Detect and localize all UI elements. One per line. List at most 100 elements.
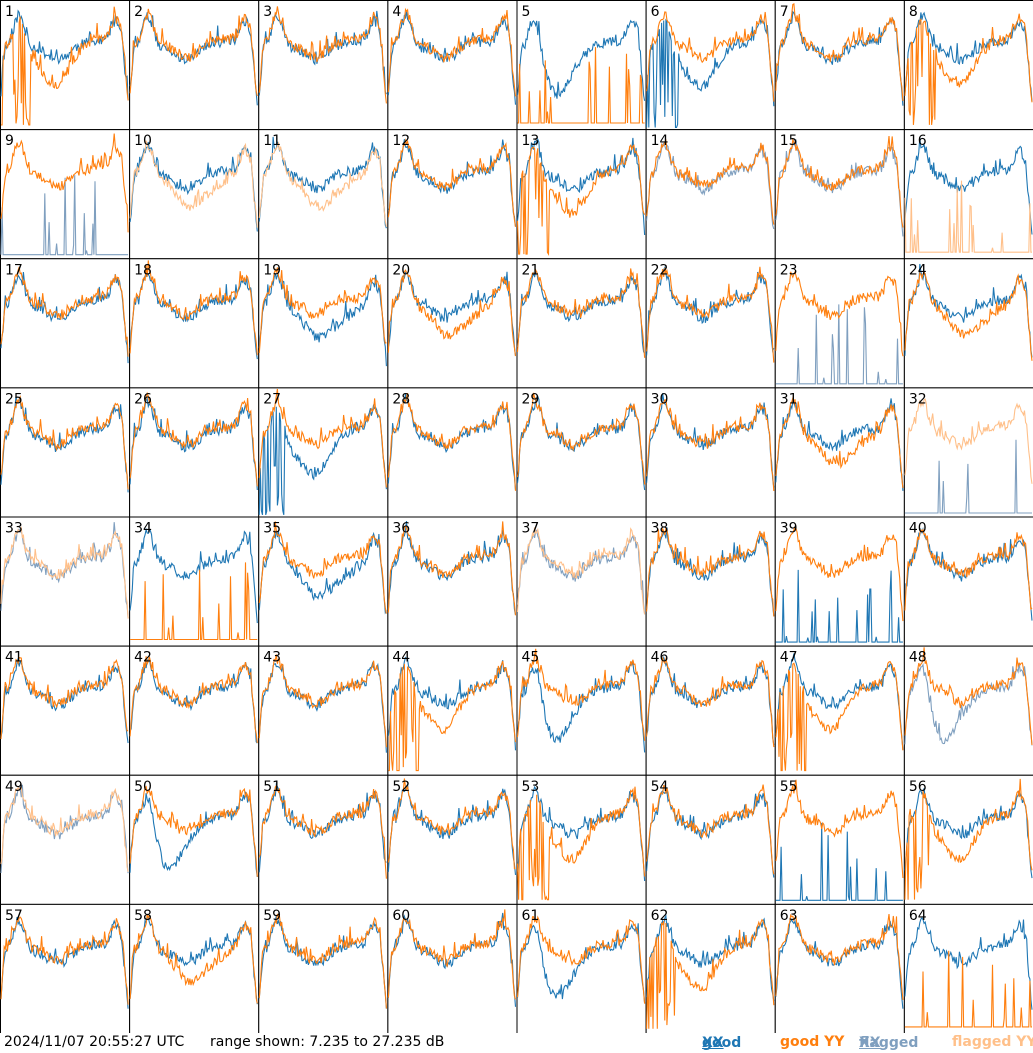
range-label: range shown: 7.235 to 27.235 dB	[210, 1034, 445, 1050]
good-yy-line	[775, 913, 904, 1000]
panel-number-label: 32	[909, 391, 927, 407]
spectrum-panel: 18	[129, 258, 260, 389]
flagged-yy-line	[904, 398, 1033, 484]
good-yy-line	[387, 909, 517, 1000]
spectrum-panel: 9	[0, 129, 131, 260]
good-yy-line	[516, 392, 646, 485]
good-yy-line	[0, 916, 129, 1005]
panel-frame	[903, 645, 1033, 776]
good-yy-line	[646, 918, 775, 1029]
spectrum-panel: 3	[258, 0, 389, 131]
spectrum-panel: 21	[516, 258, 647, 389]
panel-number-label: 18	[134, 262, 152, 278]
panel-frame	[258, 129, 389, 260]
good-yy-line	[775, 396, 904, 489]
panel-number-label: 21	[522, 262, 540, 278]
panel-number-label: 44	[392, 650, 410, 666]
spectrum-panel: 10	[129, 129, 260, 260]
panel-number-label: 48	[909, 650, 927, 666]
spectrum-panel: 37	[516, 516, 647, 647]
panel-frame	[645, 129, 776, 260]
panel-number-label: 37	[522, 521, 540, 537]
panel-frame	[129, 903, 260, 1033]
spectrum-panel: 45	[516, 645, 647, 776]
good-yy-line	[387, 778, 516, 870]
good-yy-line	[0, 656, 129, 740]
good-yy-line	[388, 660, 517, 772]
spectrum-panel: 46	[645, 645, 776, 776]
spectrum-panel: 51	[258, 774, 389, 905]
flagged-yy-line	[0, 526, 129, 619]
panel-number-label: 35	[263, 521, 281, 537]
panel-number-label: 10	[134, 133, 152, 149]
flagged-xx-line	[0, 784, 129, 874]
panel-frame	[516, 387, 647, 518]
panel-number-label: 11	[263, 133, 281, 149]
panel-number-label: 20	[392, 262, 410, 278]
panel-frame	[903, 0, 1033, 131]
good-yy-line	[129, 8, 258, 97]
panel-frame	[0, 258, 131, 389]
good-yy-line	[258, 388, 387, 488]
panel-number-label: 51	[263, 779, 281, 795]
good-yy-line	[129, 914, 258, 1004]
spectrum-panel: 39	[774, 516, 905, 647]
good-yy-line	[517, 47, 645, 124]
spectrum-panel: 5	[516, 0, 647, 131]
panel-number-label: 45	[522, 650, 540, 666]
panel-number-label: 13	[522, 133, 540, 149]
good-xx-line	[129, 141, 258, 232]
spectrum-panel: 7	[774, 0, 905, 131]
panel-frame	[387, 0, 518, 131]
good-yy-line	[904, 647, 1033, 746]
spectrum-panel: 52	[387, 774, 518, 905]
panel-number-label: 41	[5, 650, 23, 666]
good-yy-line	[129, 656, 258, 743]
spectrum-panel: 58	[129, 903, 260, 1033]
flagged-xx-line	[904, 439, 1032, 514]
good-yy-line	[646, 266, 775, 363]
panel-number-label: 64	[909, 908, 927, 924]
good-yy-line	[0, 266, 129, 357]
spectrum-panel: 12	[387, 129, 518, 260]
spectrum-panel: 35	[258, 516, 389, 647]
spectrum-panel: 31	[774, 387, 905, 518]
panel-number-label: 25	[5, 391, 23, 407]
spectrum-panel: 27	[258, 387, 389, 518]
good-yy-line	[646, 11, 775, 102]
good-xx-line	[258, 529, 387, 615]
good-yy-line	[904, 528, 1033, 611]
panel-number-label: 16	[909, 133, 927, 149]
panel-number-label: 40	[909, 521, 927, 537]
panel-number-label: 47	[780, 650, 798, 666]
panel-number-label: 53	[522, 779, 540, 795]
good-yy-line	[646, 139, 775, 225]
good-yy-line	[129, 391, 258, 487]
panel-number-label: 4	[392, 4, 401, 20]
good-yy-line	[904, 270, 1033, 361]
good-xx-line	[904, 917, 1033, 1010]
spectrum-panel: 50	[129, 774, 260, 905]
good-xx-line	[258, 404, 387, 516]
panel-number-label: 19	[263, 262, 281, 278]
spectrum-panel: 60	[387, 903, 518, 1033]
good-yy-line	[258, 654, 387, 748]
good-xx-line	[387, 912, 517, 1007]
spectrum-panel: 49	[0, 774, 131, 905]
panel-frame	[774, 0, 905, 131]
panel-frame	[258, 903, 389, 1033]
spectrum-panel: 13	[516, 129, 647, 260]
good-yy-line	[516, 915, 646, 1004]
good-yy-line	[258, 521, 387, 614]
spectrum-panel: 55	[774, 774, 905, 905]
good-xx-line	[387, 271, 517, 357]
panel-number-label: 38	[651, 521, 669, 537]
spectrum-panel: 8	[903, 0, 1033, 131]
flagged-yy-line	[904, 180, 1032, 253]
good-xx-line	[129, 272, 258, 360]
flagged-yy-line	[0, 786, 129, 872]
good-yy-line	[516, 268, 646, 358]
good-yy-line	[516, 786, 646, 901]
flagged-xx-line	[646, 142, 775, 230]
panel-number-label: 34	[134, 521, 152, 537]
